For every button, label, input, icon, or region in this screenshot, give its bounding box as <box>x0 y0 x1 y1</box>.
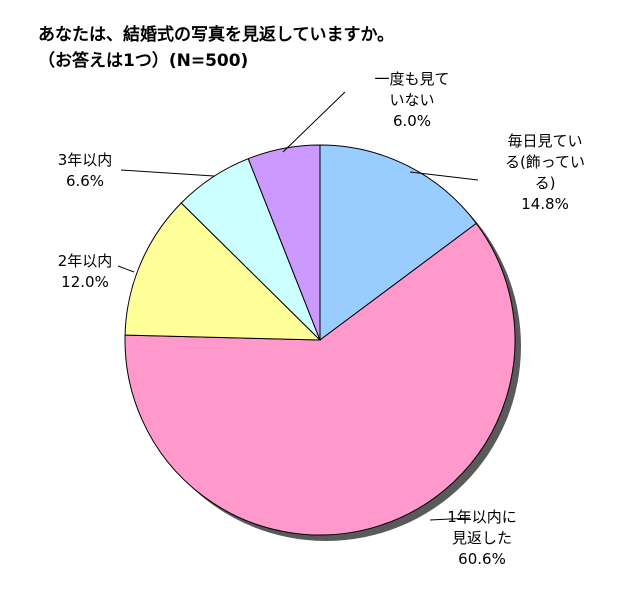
pie-slice-0 <box>319 144 478 341</box>
slice-label-line-3-0: 3年以内 <box>58 151 113 169</box>
pie-slice-4 <box>247 144 321 341</box>
pie-slice-1 <box>124 222 516 536</box>
slice-label-1: 1年以内に見返した 60.6% <box>447 508 517 568</box>
slice-label-line-1-1: 見返した <box>452 529 512 547</box>
chart-subtitle: （お答えは1つ）(N=500) <box>38 51 249 71</box>
slice-label-3: 3年以内 6.6% <box>58 151 113 190</box>
leader-line-4 <box>282 91 346 153</box>
slice-label-line-0-1: る(飾ってい <box>505 153 585 171</box>
slice-value-3: 6.6% <box>66 172 104 190</box>
slice-value-2: 12.0% <box>61 273 109 291</box>
slice-label-line-0-2: る) <box>535 174 556 192</box>
chart-title-block: あなたは、結婚式の写真を見返していますか。 （お答えは1つ）(N=500) <box>38 22 394 74</box>
leader-line-3 <box>120 169 215 177</box>
slice-value-4: 6.0% <box>393 112 431 130</box>
slice-label-0: 毎日見ている(飾っている) 14.8% <box>505 132 585 213</box>
slice-value-1: 60.6% <box>458 550 506 568</box>
slice-label-line-4-1: いない <box>389 91 434 109</box>
slice-value-0: 14.8% <box>521 195 569 213</box>
slice-label-line-2-0: 2年以内 <box>58 252 113 270</box>
leader-line-0 <box>409 171 479 181</box>
leader-line-2 <box>117 265 135 273</box>
slice-label-4: 一度も見ていない 6.0% <box>374 70 449 130</box>
slice-label-line-0-0: 毎日見てい <box>507 132 582 150</box>
slice-label-line-4-0: 一度も見て <box>374 70 449 88</box>
slice-label-2: 2年以内 12.0% <box>58 252 113 291</box>
pie-slice-2 <box>124 202 322 341</box>
chart-title: あなたは、結婚式の写真を見返していますか。 <box>38 25 395 45</box>
slice-label-line-1-0: 1年以内に <box>447 508 517 526</box>
leader-line-1 <box>429 517 471 521</box>
